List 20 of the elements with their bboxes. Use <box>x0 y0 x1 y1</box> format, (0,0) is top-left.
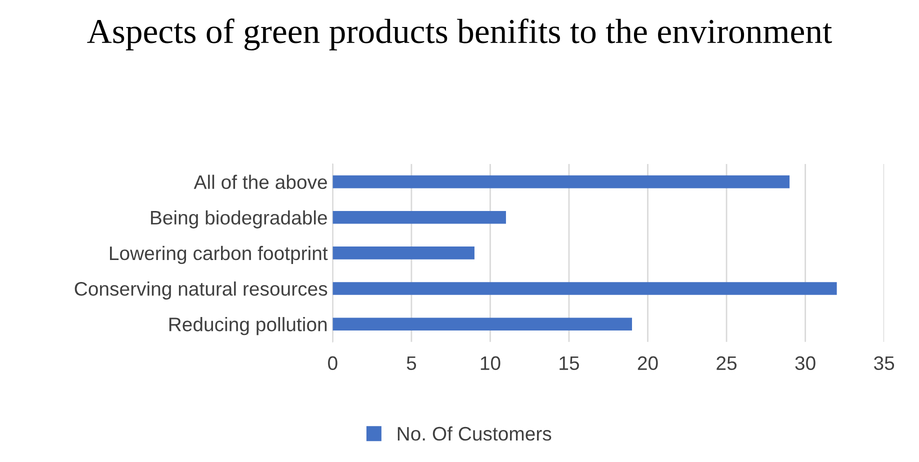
y-tick-label: Reducing pollution <box>169 317 327 336</box>
x-tick-label: 35 <box>874 356 894 370</box>
bar <box>332 282 837 295</box>
bar <box>332 318 632 330</box>
y-tick-label: Conserving natural resources <box>74 281 328 300</box>
x-tick-label: 25 <box>716 356 737 370</box>
x-tick-label: 10 <box>480 356 500 370</box>
y-tick-label: Being biodegradable <box>151 210 327 228</box>
bar <box>332 175 790 188</box>
x-tick-label: 15 <box>560 356 579 370</box>
bar <box>332 246 474 260</box>
x-tick-label: 5 <box>406 356 416 370</box>
legend-label: No. Of Customers <box>398 426 552 441</box>
y-tick-label: All of the above <box>194 174 327 190</box>
x-tick-label: 20 <box>638 356 658 370</box>
x-tick-label: 30 <box>795 356 816 370</box>
bar <box>332 210 506 224</box>
chart-title: Aspects of green products benifits to the environment <box>87 18 832 50</box>
y-tick-label: Lowering carbon footprint <box>110 246 328 264</box>
x-tick-label: 0 <box>328 356 338 370</box>
